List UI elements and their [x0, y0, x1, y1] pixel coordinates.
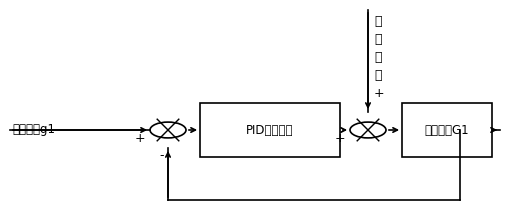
Text: 干: 干 [374, 15, 381, 28]
Text: PID功率控制: PID功率控制 [246, 124, 294, 136]
Text: 实际称重G1: 实际称重G1 [425, 124, 469, 136]
Text: 扰: 扰 [374, 33, 381, 46]
Bar [402, 103, 492, 157]
Bar [200, 103, 340, 157]
Text: +: + [374, 87, 385, 100]
Text: +: + [335, 132, 345, 145]
Text: 号: 号 [374, 69, 381, 82]
Text: +: + [135, 132, 146, 145]
Text: 信: 信 [374, 51, 381, 64]
Text: 理论重量g1: 理论重量g1 [12, 124, 55, 136]
Text: -: - [160, 149, 164, 163]
